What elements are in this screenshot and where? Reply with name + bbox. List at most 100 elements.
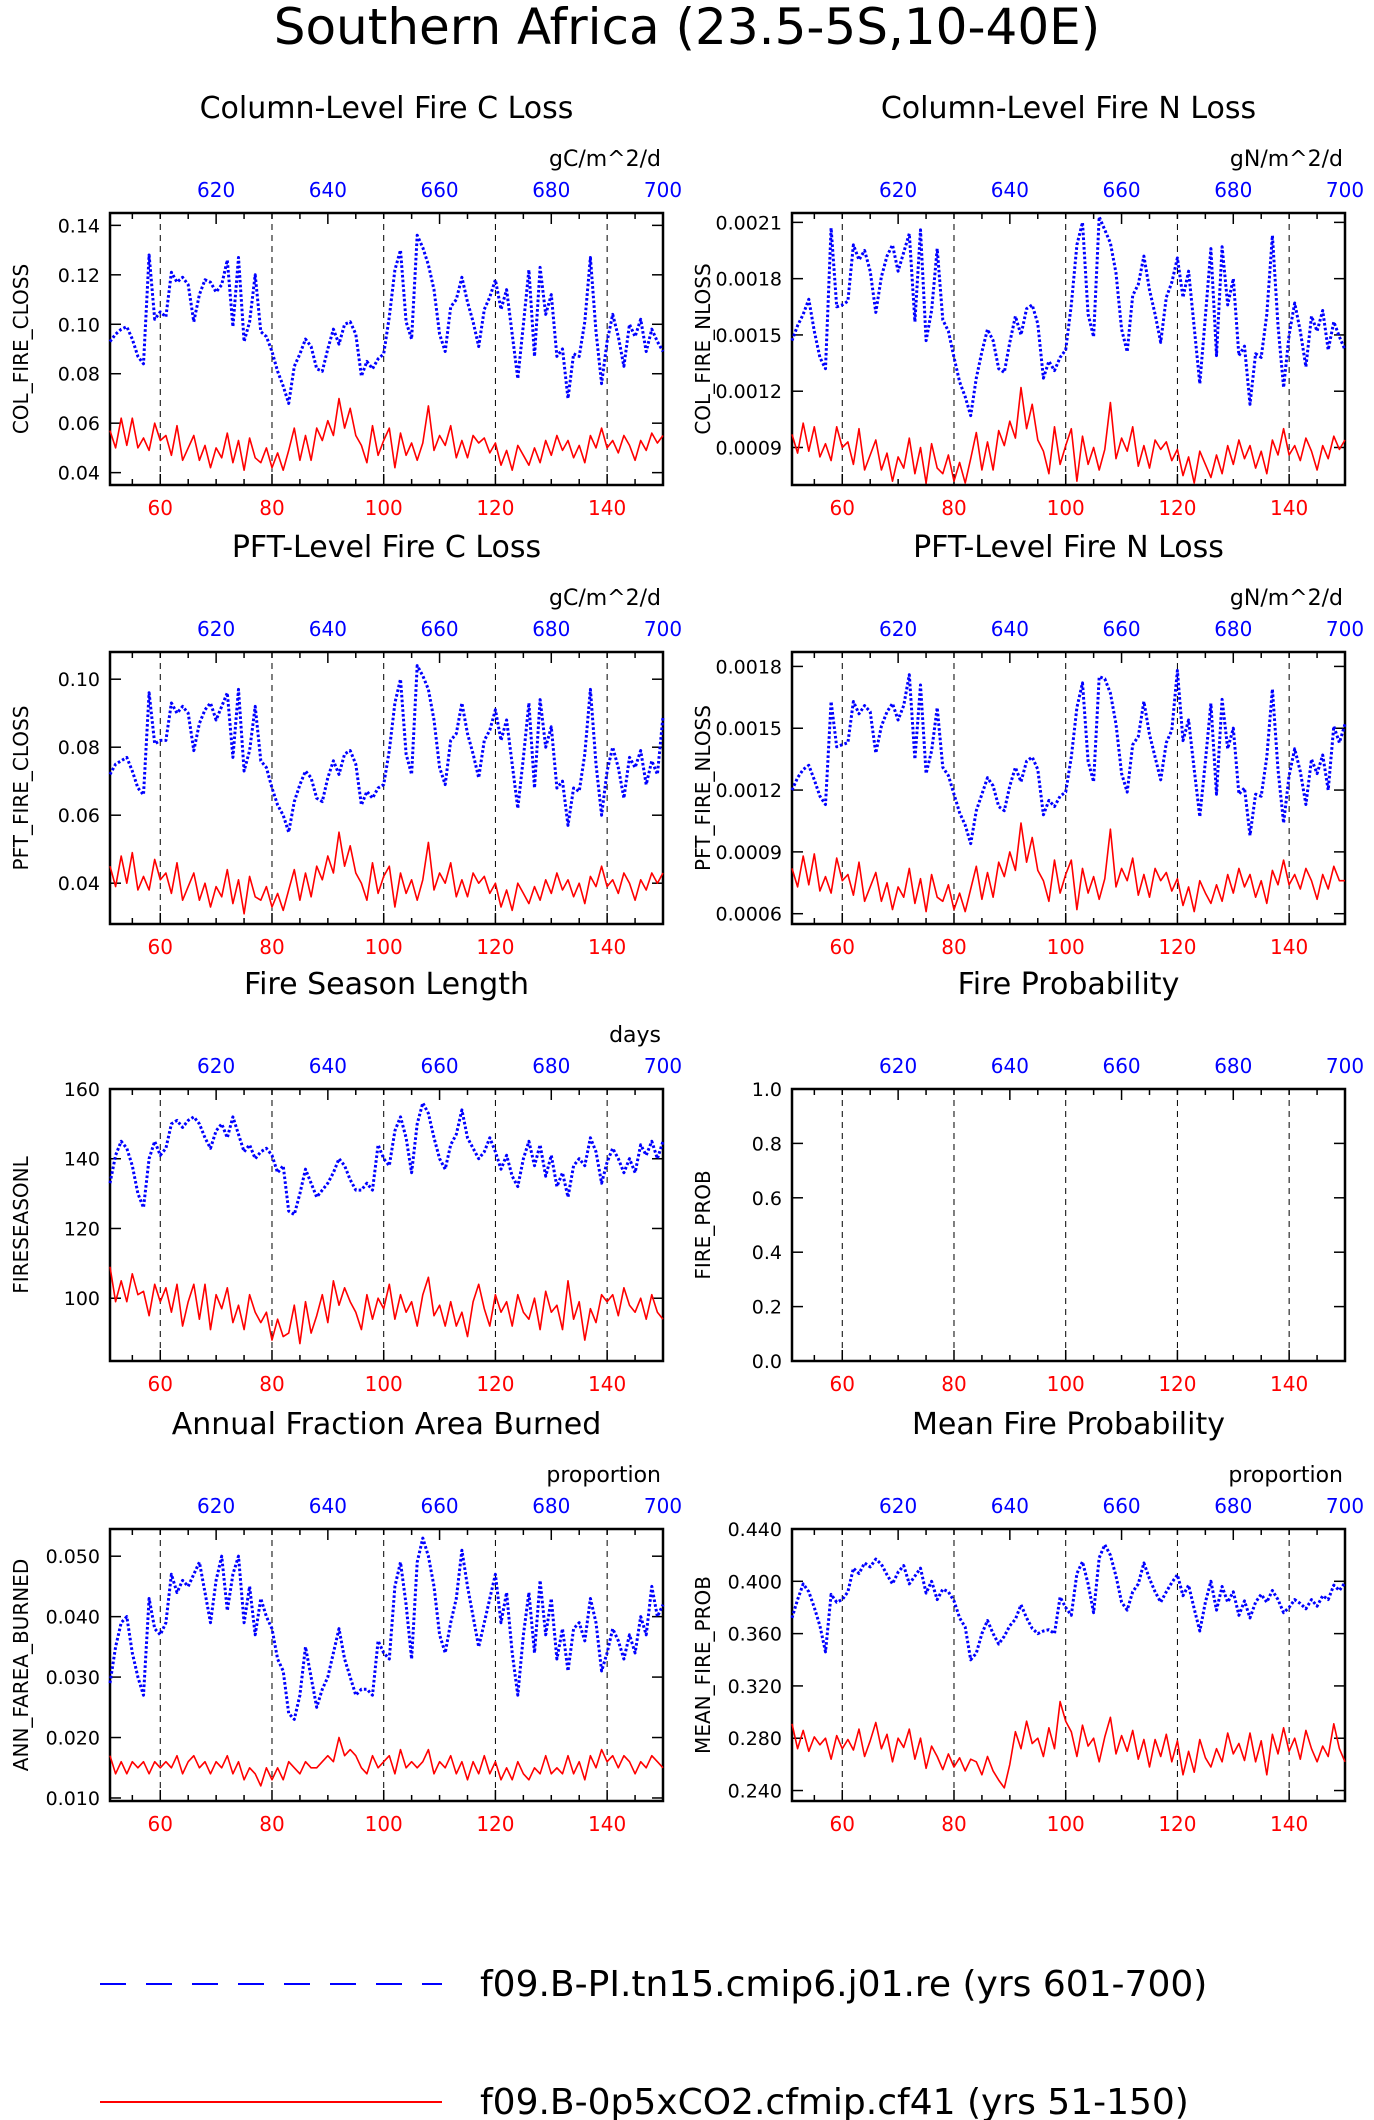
x-tick-label-bottom: 140 [588, 1372, 626, 1396]
y-tick-label: 0.0012 [716, 780, 782, 802]
y-tick-label: 0.2 [752, 1297, 782, 1319]
x-tick-label-top: 700 [1326, 1054, 1364, 1078]
x-tick-label-top: 620 [879, 178, 917, 202]
x-tick-label-top: 680 [1214, 1494, 1252, 1518]
series-line-pi [108, 664, 665, 834]
y-tick-label: 0.240 [728, 1781, 782, 1803]
x-tick-label-top: 640 [309, 617, 347, 641]
x-tick-label-top: 700 [644, 1494, 682, 1518]
y-tick-label: 0.280 [728, 1728, 782, 1750]
x-tick-label-top: 620 [879, 617, 917, 641]
series-line-pi [790, 215, 1347, 418]
y-tick-label: 0.06 [58, 805, 100, 827]
x-tick-label-bottom: 80 [259, 1372, 284, 1396]
x-tick-label-top: 640 [309, 1494, 347, 1518]
x-tick-label-bottom: 100 [1047, 935, 1085, 959]
y-tick-label: 0.0006 [716, 904, 782, 926]
x-tick-label-bottom: 120 [476, 935, 514, 959]
x-tick-label-bottom: 60 [830, 935, 855, 959]
x-tick-label-top: 640 [309, 178, 347, 202]
series-line-0p5xco2 [791, 1700, 1346, 1789]
panel-title: Fire Season Length [244, 967, 529, 1002]
x-tick-label-top: 620 [197, 1494, 235, 1518]
x-tick-label-bottom: 80 [941, 935, 966, 959]
y-tick-label: 1.0 [752, 1079, 782, 1101]
series-line-0p5xco2 [109, 831, 664, 915]
x-tick-label-top: 660 [420, 178, 458, 202]
panel-title: Fire Probability [958, 967, 1180, 1002]
y-tick-label: 0.020 [46, 1728, 100, 1750]
x-tick-label-top: 700 [644, 178, 682, 202]
x-tick-label-top: 680 [532, 1054, 570, 1078]
x-tick-label-top: 620 [879, 1054, 917, 1078]
x-tick-label-bottom: 100 [1047, 1812, 1085, 1836]
y-tick-label: 0.4 [752, 1242, 782, 1264]
x-tick-label-top: 660 [420, 1494, 458, 1518]
y-tick-label: 0.6 [752, 1188, 782, 1210]
x-tick-label-bottom: 120 [1158, 1812, 1196, 1836]
y-axis-label: COL_FIRE_CLOSS [9, 264, 33, 434]
plot-frame [790, 211, 1347, 487]
x-tick-label-top: 680 [1214, 1054, 1252, 1078]
units-label: proportion [1228, 1463, 1343, 1488]
panel-title: Annual Fraction Area Burned [172, 1407, 602, 1442]
x-tick-label-bottom: 120 [476, 496, 514, 520]
x-tick-label-top: 640 [991, 178, 1029, 202]
x-tick-label-top: 660 [420, 617, 458, 641]
plot-frame [790, 1527, 1347, 1803]
y-tick-label: 140 [64, 1149, 100, 1171]
x-tick-label-bottom: 100 [365, 1812, 403, 1836]
x-tick-label-bottom: 60 [148, 1372, 173, 1396]
plot-frame [108, 650, 665, 926]
plot-frame [108, 1527, 665, 1803]
y-axis-label: FIRE_PROB [691, 1170, 715, 1279]
x-tick-label-bottom: 80 [941, 496, 966, 520]
series-line-pi [108, 233, 665, 405]
x-tick-label-bottom: 80 [259, 1812, 284, 1836]
x-tick-label-top: 660 [420, 1054, 458, 1078]
x-tick-label-top: 620 [197, 178, 235, 202]
panel-title: Column-Level Fire N Loss [881, 91, 1256, 126]
x-tick-label-top: 640 [991, 1054, 1029, 1078]
x-tick-label-top: 700 [644, 1054, 682, 1078]
x-tick-label-bottom: 140 [588, 1812, 626, 1836]
panel-fire-probability: Fire Probability 60 80 100 120 140 620 640 660 68… [691, 967, 1364, 1396]
y-tick-label: 0.08 [58, 364, 100, 386]
series-line-0p5xco2 [109, 397, 664, 472]
y-axis-label: ANN_FAREA_BURNED [9, 1559, 33, 1771]
x-tick-label-top: 700 [1326, 1494, 1364, 1518]
x-tick-label-bottom: 100 [1047, 1372, 1085, 1396]
x-tick-label-bottom: 80 [941, 1812, 966, 1836]
series-line-pi [108, 1536, 665, 1721]
series-line-pi [790, 669, 1347, 846]
series-line-0p5xco2 [791, 822, 1345, 913]
y-axis-label: FIRESEASONL [9, 1155, 33, 1293]
panel-fire-season-length: Fire Season Length days 60 80 100 120 140 620 64… [9, 967, 682, 1396]
panel-title: Column-Level Fire C Loss [200, 91, 574, 126]
y-tick-label: 0.0018 [716, 269, 782, 291]
y-tick-label: 100 [64, 1288, 100, 1310]
plot-frame [108, 1087, 665, 1363]
panel-title: Mean Fire Probability [912, 1407, 1225, 1442]
x-tick-label-bottom: 80 [941, 1372, 966, 1396]
y-tick-label: 0.0021 [716, 212, 782, 234]
x-tick-label-top: 660 [1102, 1054, 1140, 1078]
y-tick-label: 0.360 [728, 1624, 782, 1646]
x-tick-label-top: 640 [991, 1494, 1029, 1518]
x-tick-label-top: 660 [1102, 178, 1140, 202]
x-tick-label-top: 620 [197, 1054, 235, 1078]
x-tick-label-bottom: 140 [1270, 935, 1308, 959]
units-label: gC/m^2/d [549, 147, 661, 172]
y-tick-label: 120 [64, 1218, 100, 1240]
x-tick-label-bottom: 100 [365, 1372, 403, 1396]
y-tick-label: 0.04 [58, 463, 100, 485]
units-label: gC/m^2/d [549, 586, 661, 611]
x-tick-label-bottom: 140 [588, 935, 626, 959]
y-tick-label: 0.0018 [716, 656, 782, 678]
y-tick-label: 0.440 [728, 1519, 782, 1541]
series-line-pi [108, 1101, 665, 1216]
x-tick-label-top: 680 [532, 1494, 570, 1518]
x-tick-label-bottom: 140 [1270, 1372, 1308, 1396]
